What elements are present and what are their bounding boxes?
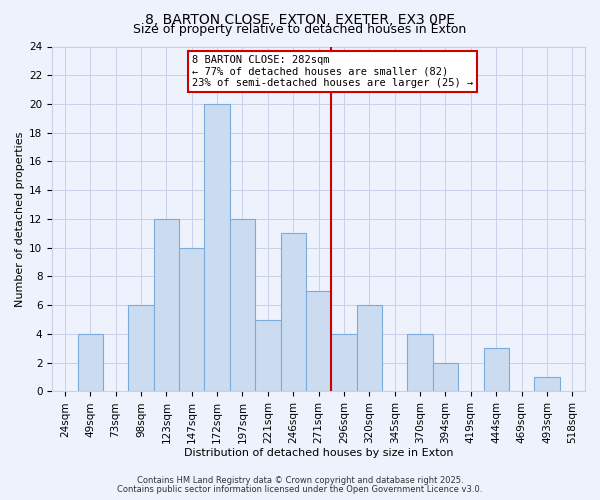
Bar <box>205 104 230 392</box>
Text: 8, BARTON CLOSE, EXTON, EXETER, EX3 0PE: 8, BARTON CLOSE, EXTON, EXETER, EX3 0PE <box>145 12 455 26</box>
Bar <box>154 219 179 392</box>
Bar <box>306 291 331 392</box>
Bar <box>331 334 356 392</box>
Bar <box>484 348 509 392</box>
Bar <box>77 334 103 392</box>
Text: Size of property relative to detached houses in Exton: Size of property relative to detached ho… <box>133 22 467 36</box>
Bar <box>255 320 281 392</box>
Bar <box>230 219 255 392</box>
Y-axis label: Number of detached properties: Number of detached properties <box>15 132 25 306</box>
Text: 8 BARTON CLOSE: 282sqm
← 77% of detached houses are smaller (82)
23% of semi-det: 8 BARTON CLOSE: 282sqm ← 77% of detached… <box>191 55 473 88</box>
Bar <box>128 305 154 392</box>
Bar <box>534 377 560 392</box>
Text: Contains public sector information licensed under the Open Government Licence v3: Contains public sector information licen… <box>118 485 482 494</box>
Bar <box>356 305 382 392</box>
Bar <box>281 234 306 392</box>
Bar <box>179 248 205 392</box>
Bar <box>433 362 458 392</box>
X-axis label: Distribution of detached houses by size in Exton: Distribution of detached houses by size … <box>184 448 454 458</box>
Text: Contains HM Land Registry data © Crown copyright and database right 2025.: Contains HM Land Registry data © Crown c… <box>137 476 463 485</box>
Bar <box>407 334 433 392</box>
